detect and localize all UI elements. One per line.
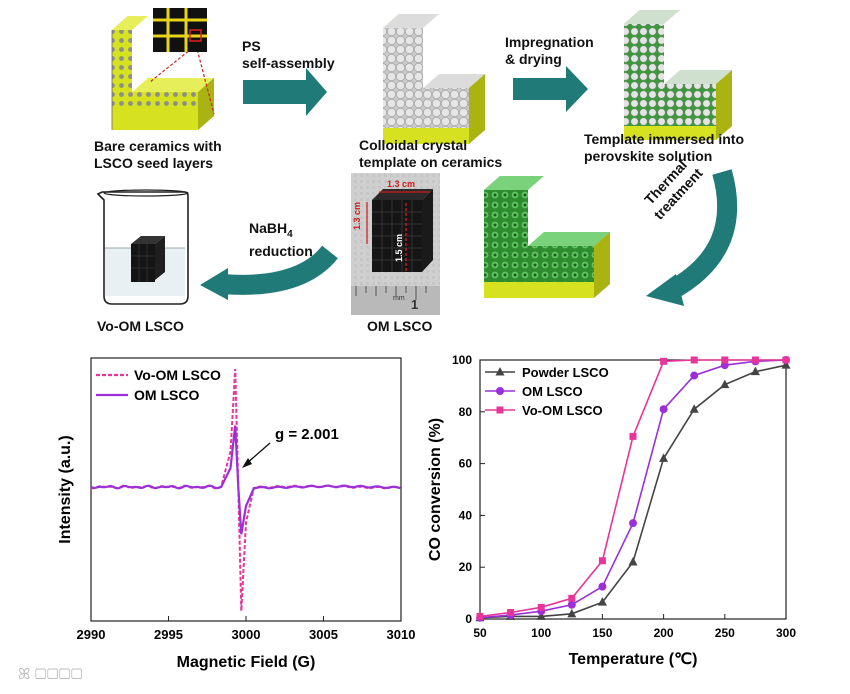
epr-chart: 2990 2995 3000 3005 3010 Magnetic Field (G) In… [57,357,416,671]
arrow-thermal-treatment [646,169,738,306]
synthesis-scheme: 1.3 cm 1.3 cm 1.5 cm 1 mm [96,8,738,315]
bare-ceramic-block [111,16,214,130]
legend-marker [495,367,505,376]
data-point [659,453,669,462]
legend-label: Vo-OM LSCO [134,367,221,383]
co-conversion-chart: 50 100 150 200 250 300 0 20 40 60 80 100 Temperature… [427,353,796,668]
legend-marker [496,387,504,395]
x-tick-label: 50 [473,626,487,640]
label-impregnation-drying: Impregnation & drying [505,34,594,67]
label-ps-self-assembly: PS self-assembly [242,38,335,71]
y-tick-label: 100 [452,353,472,367]
om-lsco-photo: 1.3 cm 1.3 cm 1.5 cm 1 mm [351,173,440,315]
y-tick-label: 80 [459,405,473,419]
data-point [782,356,790,364]
data-point [690,356,698,364]
x-axis-label: Magnetic Field (G) [177,654,316,671]
legend-marker [496,406,504,414]
y-tick-label: 0 [465,612,472,626]
photo-dim-top: 1.3 cm [387,179,415,189]
data-point [690,371,699,380]
data-point [568,594,576,602]
legend-label: OM LSCO [522,384,583,399]
data-point [721,356,729,364]
annotation-arrow-line [245,442,271,465]
series-line-vo-om-lsco [90,368,401,611]
data-point [660,357,668,365]
beaker [96,189,189,305]
data-point [628,557,638,566]
data-point [629,432,637,440]
watermark-logo: ꕤ ▢▢▢▢ [18,666,83,683]
x-tick-label: 3010 [387,627,416,642]
label-nabh4: NaBH [249,220,288,236]
photo-dim-height: 1.5 cm [394,234,404,262]
data-point [781,360,791,369]
svg-text:mm: mm [393,295,405,302]
data-point [751,356,759,364]
data-point [536,611,546,620]
x-tick-label: 200 [654,626,674,640]
x-tick-label: 2990 [77,627,106,642]
data-point [537,603,545,611]
plot-frame [479,359,787,620]
y-tick-label: 60 [459,457,473,471]
data-point [629,519,637,528]
data-point [720,379,730,389]
arrow-impregnation [513,66,588,112]
label-nabh4-sub: 4 [287,228,293,240]
label-nabh4-reduction: NaBH4 reduction [249,220,313,260]
caption-template-immersed: Template immersed into perovskite soluti… [584,131,745,164]
data-point [597,597,607,606]
svg-text:1: 1 [411,297,418,312]
data-point [507,609,515,617]
annotation-arrow-head [242,458,252,468]
immersed-template-block [624,10,732,140]
x-tick-label: 250 [715,626,735,640]
x-tick-label: 150 [592,626,612,640]
data-point [659,405,668,414]
seed-layer-inset [149,8,215,115]
x-axis-label: Temperature (℃) [569,651,698,668]
annotation-g-value: g = 2.001 [275,426,339,443]
caption-om-lsco: OM LSCO [367,318,433,334]
caption-vo-om-lsco: Vo-OM LSCO [97,318,184,334]
y-axis-label: CO conversion (%) [427,418,444,561]
data-point [598,557,606,565]
x-tick-label: 3000 [232,627,261,642]
arrow-ps-self-assembly [243,68,327,116]
y-tick-label: 40 [459,508,473,522]
photo-dim-side: 1.3 cm [352,202,362,230]
caption-colloidal-template: Colloidal crystal template on ceramics [359,137,503,170]
series-line-om-lsco [90,425,401,535]
legend-label: Vo-OM LSCO [522,403,603,418]
data-point [567,608,577,618]
caption-bare-ceramics: Bare ceramics with LSCO seed layers [94,138,222,171]
y-tick-label: 20 [459,560,473,574]
colloidal-template-block [383,14,485,144]
x-tick-label: 3005 [309,627,338,642]
om-lsco-lattice-block [484,176,610,298]
x-tick-label: 100 [531,626,551,640]
y-axis-label: Intensity (a.u.) [57,435,74,543]
x-tick-label: 2995 [154,627,183,642]
arrow-nabh4-reduction [200,245,338,300]
legend-label: OM LSCO [134,387,199,403]
data-point [476,612,484,620]
data-point [598,582,607,591]
legend-label: Powder LSCO [522,365,609,380]
x-tick-label: 300 [776,626,796,640]
data-point [689,404,699,413]
data-point [567,600,576,609]
data-point [750,366,760,376]
label-reduction: reduction [249,242,313,259]
